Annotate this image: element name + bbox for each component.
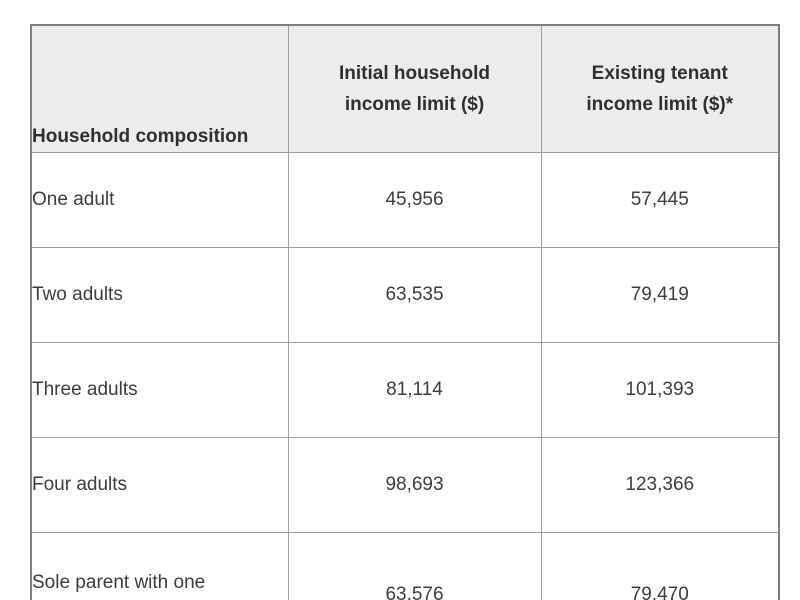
header-line-1: Initial household bbox=[339, 63, 490, 84]
column-header-initial-income-limit: Initial household income limit ($) bbox=[287, 24, 542, 153]
household-composition-cell: Two adults bbox=[30, 247, 289, 343]
existing-limit-cell: 57,445 bbox=[540, 152, 780, 248]
household-composition-cell: Three adults bbox=[30, 342, 289, 438]
household-composition-cell: Sole parent with one bbox=[30, 532, 289, 600]
table-row: Four adults 98,693 123,366 bbox=[30, 437, 780, 533]
initial-limit-cell: 81,114 bbox=[287, 342, 542, 438]
table-row: Three adults 81,114 101,393 bbox=[30, 342, 780, 438]
table-row: One adult 45,956 57,445 bbox=[30, 152, 780, 248]
header-line-2: income limit ($)* bbox=[586, 94, 734, 115]
column-header-household-composition: Household composition bbox=[30, 24, 289, 153]
existing-limit-cell: 123,366 bbox=[540, 437, 780, 533]
initial-limit-cell: 63,535 bbox=[287, 247, 542, 343]
header-line-1: Existing tenant bbox=[591, 63, 728, 84]
household-composition-cell: Four adults bbox=[30, 437, 289, 533]
table-row: Two adults 63,535 79,419 bbox=[30, 247, 780, 343]
income-limits-table: Household composition Initial household … bbox=[30, 24, 780, 600]
existing-limit-cell: 101,393 bbox=[540, 342, 780, 438]
initial-limit-cell: 98,693 bbox=[287, 437, 542, 533]
household-composition-cell: One adult bbox=[30, 152, 289, 248]
header-line-2: income limit ($) bbox=[344, 94, 485, 115]
table-header-row: Household composition Initial household … bbox=[30, 24, 780, 153]
existing-limit-cell: 79,419 bbox=[540, 247, 780, 343]
table-row-truncated: Sole parent with one 63,576 79,470 bbox=[30, 532, 780, 600]
column-header-existing-income-limit: Existing tenant income limit ($)* bbox=[540, 24, 780, 153]
initial-limit-cell: 45,956 bbox=[287, 152, 542, 248]
existing-limit-cell: 79,470 bbox=[540, 532, 780, 600]
initial-limit-cell: 63,576 bbox=[287, 532, 542, 600]
